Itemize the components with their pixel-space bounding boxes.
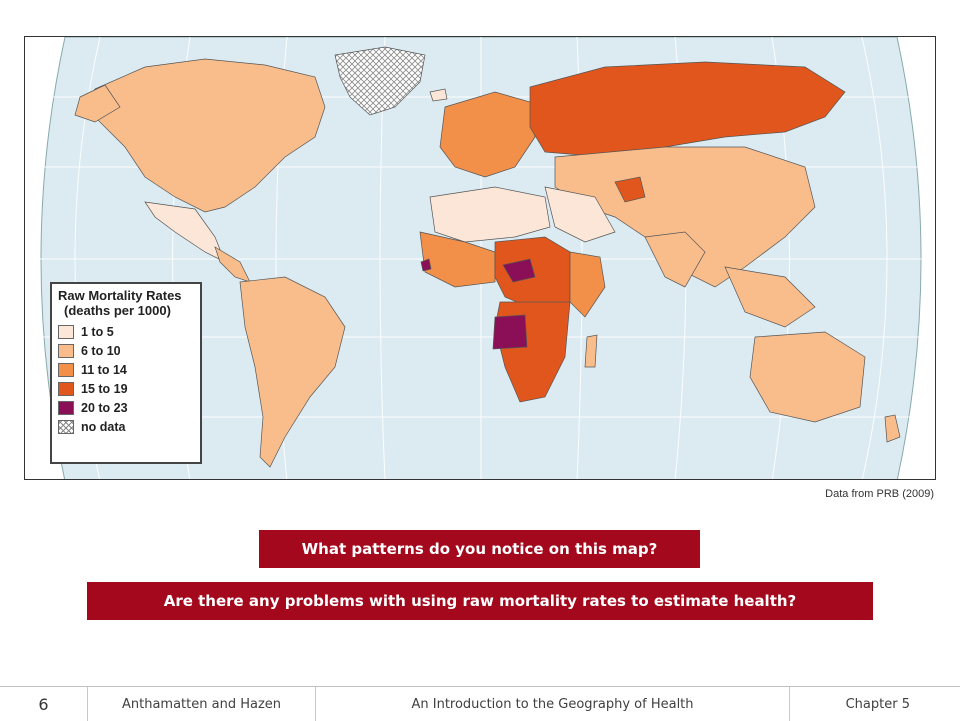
page-number: 6 — [0, 687, 88, 721]
data-source-note: Data from PRB (2009) — [825, 488, 934, 500]
legend-swatch — [58, 362, 74, 377]
north-america — [84, 58, 326, 213]
new-zealand — [884, 414, 901, 443]
map-legend: Raw Mortality Rates (deaths per 1000) 1 … — [50, 282, 202, 464]
india — [644, 231, 706, 288]
afghanistan — [614, 176, 646, 203]
australia — [749, 331, 866, 423]
footer-chapter: Chapter 5 — [845, 696, 910, 712]
greenland — [334, 46, 426, 116]
legend-swatch — [58, 400, 74, 415]
east-africa — [569, 251, 606, 318]
legend-item: 6 to 10 — [58, 341, 194, 360]
west-africa — [419, 231, 496, 288]
world-map — [24, 36, 936, 480]
legend-item: 1 to 5 — [58, 322, 194, 341]
car-purple — [502, 258, 536, 283]
legend-item: 15 to 19 — [58, 379, 194, 398]
central-america — [214, 246, 251, 283]
alaska — [74, 84, 121, 123]
legend-label: 1 to 5 — [81, 324, 114, 339]
footer-authors: Anthamatten and Hazen — [88, 687, 316, 721]
legend-title-line2: (deaths per 1000) — [64, 303, 171, 318]
southeast-asia — [724, 266, 816, 328]
legend-item: 20 to 23 — [58, 398, 194, 417]
legend-label: 20 to 23 — [81, 400, 128, 415]
map-svg — [27, 37, 935, 479]
legend-title: Raw Mortality Rates (deaths per 1000) — [58, 288, 194, 318]
legend-label: 11 to 14 — [81, 362, 127, 377]
legend-item: no data — [58, 417, 194, 436]
legend-swatch — [58, 343, 74, 358]
legend-swatch — [58, 419, 74, 434]
south-america — [239, 276, 346, 468]
legend-swatch — [58, 381, 74, 396]
question-patterns: What patterns do you notice on this map? — [259, 530, 700, 568]
footer-book-title: An Introduction to the Geography of Heal… — [316, 687, 790, 721]
legend-rows: 1 to 5 6 to 10 11 to 14 15 to 19 20 to 23 no … — [58, 322, 194, 436]
middle-east — [544, 186, 616, 243]
angola-purple — [492, 314, 528, 350]
madagascar — [584, 334, 598, 368]
sierra-leone-purple — [420, 258, 432, 272]
question-problems: Are there any problems with using raw mo… — [87, 582, 873, 620]
legend-item: 11 to 14 — [58, 360, 194, 379]
legend-label: 15 to 19 — [81, 381, 128, 396]
legend-title-line1: Raw Mortality Rates — [58, 288, 182, 303]
legend-label: no data — [81, 419, 126, 434]
legend-label: 6 to 10 — [81, 343, 121, 358]
mexico — [144, 201, 226, 263]
europe — [439, 91, 536, 178]
slide-footer: 6 Anthamatten and Hazen An Introduction … — [0, 686, 960, 721]
iceland — [429, 88, 448, 102]
legend-swatch — [58, 324, 74, 339]
russia — [529, 61, 846, 158]
north-africa — [429, 186, 551, 243]
